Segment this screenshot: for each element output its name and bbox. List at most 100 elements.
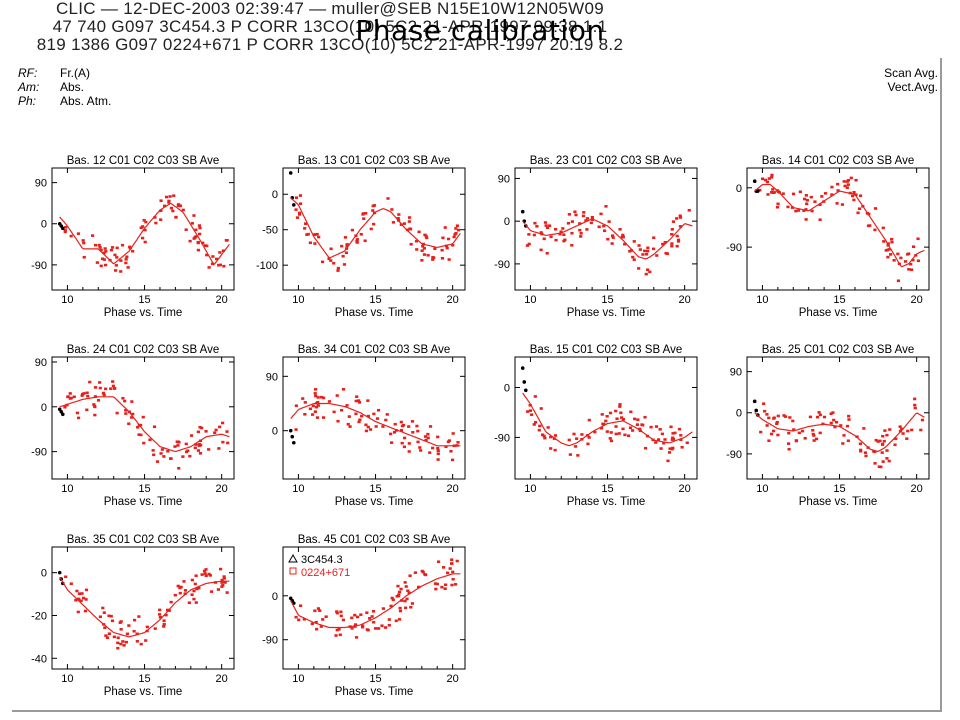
data-point (456, 441, 460, 444)
data-point (196, 241, 200, 245)
fit-curve (59, 396, 230, 453)
data-point (345, 404, 349, 407)
data-point (534, 420, 538, 424)
plot-frame (51, 356, 235, 480)
data-point (102, 258, 106, 261)
data-point (190, 222, 194, 225)
data-point (542, 237, 546, 241)
data-point (153, 627, 157, 630)
data-point (316, 396, 320, 399)
slide-title: Phase calibration (355, 14, 605, 47)
data-point (445, 246, 449, 250)
data-point (581, 214, 586, 218)
data-point (568, 453, 572, 456)
data-point (574, 445, 578, 448)
data-point (845, 180, 849, 183)
data-point (447, 439, 452, 442)
data-point (320, 260, 325, 264)
data-point (426, 253, 430, 257)
data-point (896, 252, 900, 256)
data-point (671, 446, 675, 450)
data-point (366, 425, 370, 429)
header-line-3: 819 1386 G097 0224+671 P CORR 13CO(10) 5… (36, 35, 624, 54)
data-point (304, 222, 308, 225)
data-point (854, 193, 858, 197)
data-point (216, 588, 221, 591)
data-point (553, 448, 557, 452)
data-point (355, 395, 359, 398)
data-point (77, 597, 81, 601)
data-point (188, 239, 192, 243)
data-point (889, 253, 893, 256)
data-point (890, 240, 894, 244)
calibrator-point (291, 203, 296, 207)
data-point (444, 445, 448, 449)
data-point (190, 593, 194, 597)
data-point (220, 581, 224, 584)
data-point (390, 208, 394, 211)
data-point (107, 632, 111, 636)
data-point (874, 438, 878, 442)
baseline-panel-1: Bas. 12 C01 C02 C03 SB Ave 10 15 20 90 0 -90 Ph… (31, 155, 235, 319)
data-point (341, 387, 346, 391)
data-point (670, 228, 674, 231)
data-point (362, 217, 366, 220)
data-point (359, 613, 363, 616)
data-point (164, 195, 169, 199)
data-point (327, 400, 332, 403)
data-point (110, 619, 115, 623)
data-point (873, 207, 878, 210)
data-point (563, 238, 567, 242)
data-point (451, 432, 455, 435)
legend-label-3c454: 3C454.3 (301, 554, 343, 566)
data-point (218, 263, 222, 267)
data-point (543, 436, 547, 440)
data-point (883, 429, 887, 432)
data-point (327, 257, 331, 261)
data-point (787, 431, 791, 435)
data-point (554, 238, 558, 242)
data-point (407, 450, 411, 453)
data-point (811, 432, 815, 436)
data-point (178, 204, 183, 208)
data-point (863, 451, 868, 454)
calibrator-point (57, 570, 62, 575)
data-point (631, 255, 635, 259)
data-point (845, 186, 849, 189)
data-point (823, 192, 828, 195)
data-point (765, 413, 769, 416)
data-point (100, 257, 105, 261)
data-point (125, 632, 130, 636)
data-point (894, 437, 898, 441)
data-point (372, 222, 376, 226)
data-point (539, 231, 543, 234)
data-point (390, 596, 394, 600)
data-point (783, 415, 788, 418)
data-point (298, 202, 303, 205)
data-point (675, 217, 679, 220)
data-point (609, 431, 613, 434)
data-point (368, 428, 373, 431)
calibrator-point (60, 226, 65, 231)
calibrator-point (290, 434, 295, 439)
data-point (311, 404, 315, 408)
data-point (886, 255, 890, 259)
data-point (314, 388, 318, 391)
data-point (90, 234, 95, 237)
data-point (72, 395, 76, 399)
data-point (794, 439, 798, 442)
x-tick-label: 20 (679, 294, 691, 306)
x-tick-label: 15 (138, 294, 150, 306)
data-point (82, 596, 86, 600)
data-point (388, 432, 393, 436)
header-line-1: CLIC — 12-DEC-2003 02:39:47 — muller@SEB… (55, 0, 605, 18)
data-point (633, 417, 637, 421)
data-point (546, 426, 550, 429)
data-point (623, 433, 627, 437)
data-point (666, 459, 670, 463)
data-point (123, 399, 127, 403)
data-point (878, 439, 882, 443)
data-point (453, 233, 457, 236)
x-tick-label: 10 (61, 673, 73, 685)
data-point (189, 434, 194, 437)
